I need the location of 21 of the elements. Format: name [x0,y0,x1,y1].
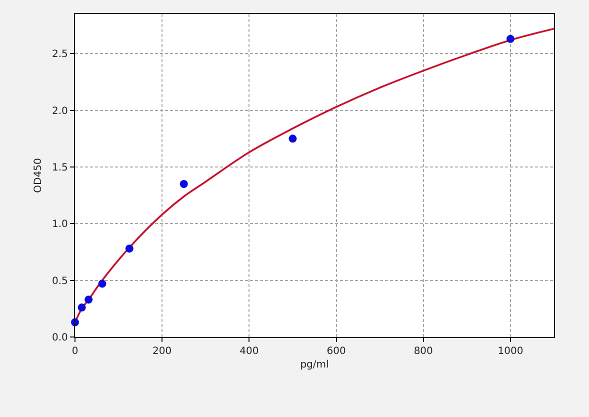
x-tick-label: 0 [72,346,78,358]
y-tick-label: 0.0 [52,332,68,344]
y-tick-label: 1.0 [52,219,68,230]
x-axis-title: pg/ml [300,360,329,371]
point [125,244,134,253]
y-tick-label: 1.5 [52,162,68,174]
x-tick-label: 600 [326,346,346,358]
x-tick-label: 800 [414,346,433,358]
x-tick-label: 1000 [498,346,524,358]
y-tick-label: 2.0 [52,106,68,117]
point [84,296,93,304]
x-tick-label: 400 [240,346,259,358]
y-tick-label: 2.5 [52,49,68,60]
y-axis-title: OD450 [32,158,44,193]
x-tick-label: 200 [152,346,172,358]
point [78,304,86,312]
point [98,280,106,288]
point [180,180,188,188]
y-tick-label: 0.5 [52,276,68,287]
point [506,34,514,43]
point [288,134,297,143]
